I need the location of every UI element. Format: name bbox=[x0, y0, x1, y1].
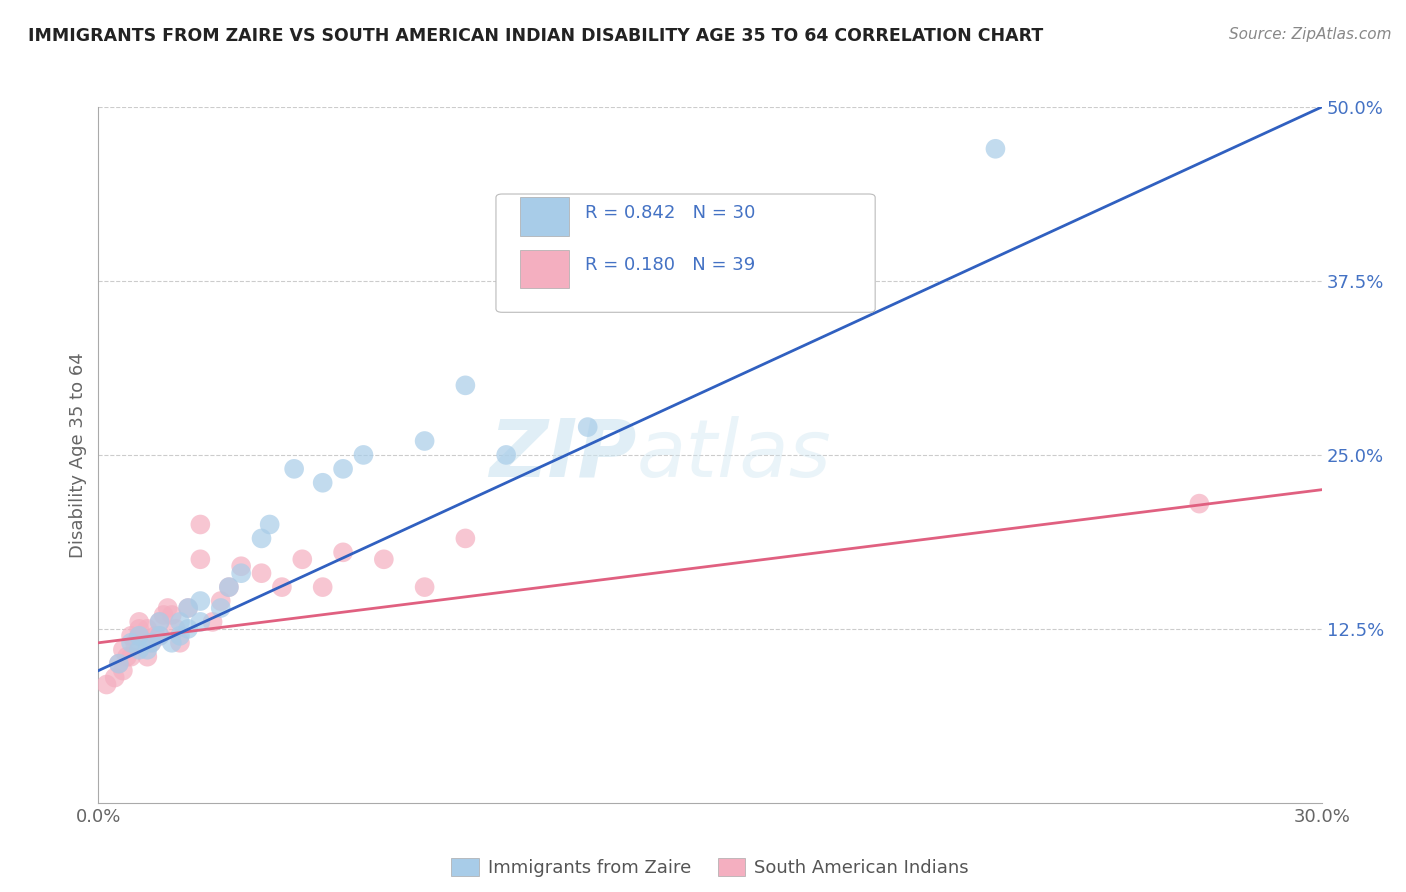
Point bbox=[120, 636, 142, 650]
Point bbox=[124, 636, 146, 650]
Point bbox=[177, 622, 200, 636]
Point bbox=[149, 615, 172, 629]
Point bbox=[136, 649, 159, 664]
Point bbox=[312, 580, 335, 594]
Point bbox=[111, 664, 134, 678]
Point bbox=[291, 552, 314, 566]
Point bbox=[188, 552, 212, 566]
Point bbox=[454, 378, 477, 392]
Point bbox=[283, 462, 305, 476]
FancyBboxPatch shape bbox=[520, 197, 569, 235]
Text: ZIP: ZIP bbox=[489, 416, 637, 494]
Point bbox=[160, 636, 183, 650]
Point bbox=[136, 622, 159, 636]
Point bbox=[141, 636, 163, 650]
Point bbox=[209, 594, 232, 608]
Point bbox=[169, 629, 191, 643]
Point bbox=[96, 677, 118, 691]
Point bbox=[177, 601, 200, 615]
Point bbox=[218, 580, 240, 594]
Point bbox=[312, 475, 335, 490]
Point bbox=[495, 448, 517, 462]
Y-axis label: Disability Age 35 to 64: Disability Age 35 to 64 bbox=[69, 352, 87, 558]
Point bbox=[250, 566, 273, 581]
Point bbox=[111, 642, 134, 657]
Point bbox=[128, 629, 150, 643]
FancyBboxPatch shape bbox=[496, 194, 875, 312]
Point bbox=[128, 615, 150, 629]
Point bbox=[218, 580, 240, 594]
Point bbox=[332, 462, 354, 476]
Point bbox=[160, 607, 183, 622]
Point bbox=[780, 267, 803, 281]
Point bbox=[332, 545, 354, 559]
Point bbox=[149, 615, 172, 629]
Point bbox=[128, 622, 150, 636]
Point bbox=[259, 517, 281, 532]
Text: R = 0.180   N = 39: R = 0.180 N = 39 bbox=[585, 256, 755, 274]
Point bbox=[231, 559, 253, 574]
Point bbox=[136, 642, 159, 657]
Point bbox=[454, 532, 477, 546]
Point bbox=[156, 601, 179, 615]
Point bbox=[128, 629, 150, 643]
Legend: Immigrants from Zaire, South American Indians: Immigrants from Zaire, South American In… bbox=[444, 850, 976, 884]
Point bbox=[120, 629, 142, 643]
Point bbox=[1188, 497, 1211, 511]
Point bbox=[141, 636, 163, 650]
FancyBboxPatch shape bbox=[520, 250, 569, 288]
Point bbox=[413, 434, 436, 448]
Point bbox=[149, 629, 172, 643]
Point bbox=[576, 420, 599, 434]
Point bbox=[201, 615, 224, 629]
Point bbox=[108, 657, 131, 671]
Text: Source: ZipAtlas.com: Source: ZipAtlas.com bbox=[1229, 27, 1392, 42]
Point bbox=[165, 622, 187, 636]
Point bbox=[177, 601, 200, 615]
Point bbox=[373, 552, 395, 566]
Point bbox=[115, 649, 138, 664]
Point bbox=[209, 601, 232, 615]
Point bbox=[152, 607, 174, 622]
Text: IMMIGRANTS FROM ZAIRE VS SOUTH AMERICAN INDIAN DISABILITY AGE 35 TO 64 CORRELATI: IMMIGRANTS FROM ZAIRE VS SOUTH AMERICAN … bbox=[28, 27, 1043, 45]
Point bbox=[352, 448, 374, 462]
Point bbox=[231, 566, 253, 581]
Point bbox=[169, 636, 191, 650]
Text: R = 0.842   N = 30: R = 0.842 N = 30 bbox=[585, 203, 755, 222]
Point bbox=[104, 671, 127, 685]
Text: atlas: atlas bbox=[637, 416, 831, 494]
Point bbox=[413, 580, 436, 594]
Point bbox=[128, 642, 150, 657]
Point bbox=[169, 615, 191, 629]
Point bbox=[145, 629, 167, 643]
Point bbox=[188, 594, 212, 608]
Point bbox=[108, 657, 131, 671]
Point bbox=[188, 615, 212, 629]
Point bbox=[984, 142, 1007, 156]
Point bbox=[250, 532, 273, 546]
Point bbox=[149, 629, 172, 643]
Point bbox=[270, 580, 294, 594]
Point bbox=[188, 517, 212, 532]
Point bbox=[120, 649, 142, 664]
